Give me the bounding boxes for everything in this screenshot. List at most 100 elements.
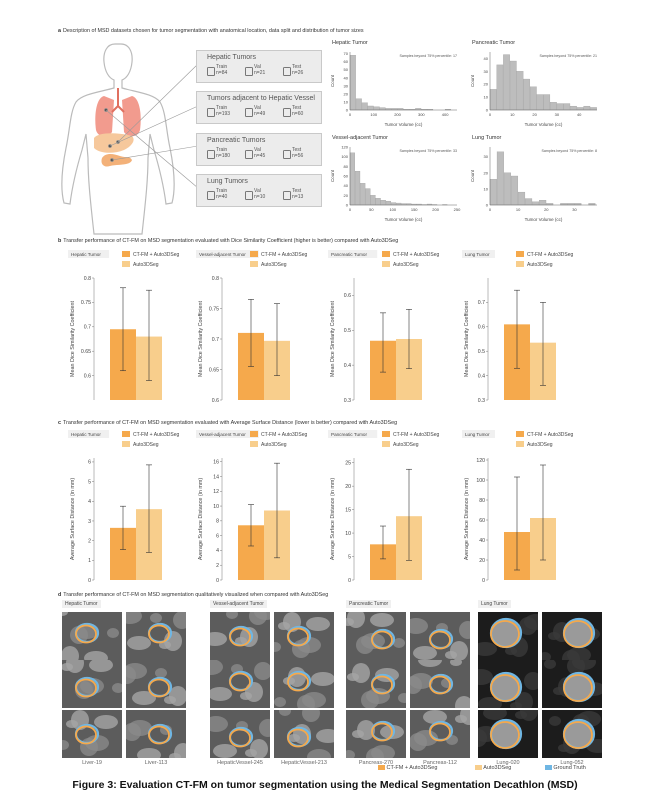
- y-tick-label: 0.75: [209, 306, 219, 312]
- panel-tag: Pancreatic Tumor: [331, 432, 367, 437]
- legend-gt-label: Ground Truth: [553, 765, 586, 771]
- ctfm-contour: [229, 672, 251, 692]
- ct-tissue: [254, 662, 270, 680]
- ct-tissue: [306, 617, 330, 631]
- section-b-title: b Transfer performance of CT-FM on MSD se…: [58, 238, 399, 244]
- y-tick-label: 12: [213, 489, 219, 495]
- ct-tissue: [366, 688, 390, 704]
- y-tick-label: 0: [216, 578, 219, 584]
- ct-tissue: [112, 683, 122, 693]
- ct-slice: [410, 612, 470, 660]
- ct-slice: [410, 660, 470, 708]
- legend-label: Auto3DSeg: [393, 442, 419, 448]
- dataset-box-1: Hepatic Tumors Train n=84 Val n=21 Test n=26: [196, 50, 322, 83]
- legend-auto3d-label: Auto3DSeg: [483, 765, 512, 771]
- ct-tissue: [483, 710, 507, 720]
- y-tick-label: 10: [213, 504, 219, 510]
- ctfm-contour: [287, 627, 309, 647]
- legend-label: CT-FM + Auto3DSeg: [527, 252, 573, 258]
- legend-swatch: [382, 251, 390, 257]
- ct-slice: [274, 710, 334, 758]
- y-tick-label: 100: [476, 478, 485, 484]
- ct-slice: [210, 710, 270, 758]
- histogram-bar: [370, 195, 376, 206]
- y-axis-label: Average Surface Distance (in mm): [198, 478, 204, 560]
- histogram-bar: [509, 60, 517, 111]
- ct-tissue: [94, 715, 118, 729]
- ctfm-contour: [371, 722, 393, 742]
- dice-chart-1: Hepatic Tumor CT-FM + Auto3DSeg Auto3DSeg 0…: [68, 250, 179, 400]
- y-tick-label: 0.4: [344, 363, 351, 369]
- histogram-bar: [523, 78, 530, 111]
- y-axis-label: Mean Dice Similarity Coefficient: [330, 301, 336, 377]
- panel-tag: Lung Tumor: [465, 252, 490, 257]
- split-count: n=84: [216, 70, 228, 76]
- ct-slice: [346, 710, 406, 758]
- y-tick-label: 5: [88, 479, 91, 485]
- database-icon: [283, 150, 291, 159]
- database-icon: [207, 191, 215, 200]
- ct-group-tag: Lung Tumor: [478, 600, 511, 608]
- x-tick-label: 10: [516, 207, 521, 212]
- ct-tissue: [274, 697, 286, 707]
- y-tick-label: 6: [88, 460, 91, 466]
- legend-swatch: [516, 441, 524, 447]
- y-tick-label: 5: [348, 554, 351, 560]
- y-tick-label: 0.7: [212, 337, 219, 343]
- y-tick-label: 0: [348, 578, 351, 584]
- y-tick-label: 10: [344, 99, 349, 104]
- y-tick-label: 40: [479, 538, 485, 544]
- y-tick-label: 10: [484, 95, 489, 100]
- legend-swatch: [250, 441, 258, 447]
- y-tick-label: 2: [216, 563, 219, 569]
- y-tick-label: 0: [346, 203, 349, 208]
- histogram-bar: [536, 94, 544, 111]
- asd-chart-4: Lung Tumor CT-FM + Auto3DSeg Auto3DSeg 0 20 4…: [462, 430, 573, 584]
- legend-swatch: [250, 251, 258, 257]
- segmentation-legend: CT-FM + Auto3DSeg Auto3DSeg Ground Truth: [378, 765, 586, 771]
- ct-tissue: [567, 647, 591, 660]
- ct-tissue: [410, 673, 433, 689]
- panel-tag-bg: [68, 250, 110, 258]
- tumor-region: [563, 673, 593, 701]
- ct-tissue: [352, 663, 370, 683]
- histogram-4: Lung Tumor Samples beyond 75% percentile:…: [470, 135, 597, 222]
- y-axis-label: Mean Dice Similarity Coefficient: [70, 301, 76, 377]
- y-tick-label: 0.5: [478, 349, 485, 355]
- ct-tissue: [307, 749, 331, 758]
- split-label: Test: [292, 64, 302, 70]
- y-tick-label: 60: [479, 518, 485, 524]
- legend-label: CT-FM + Auto3DSeg: [133, 432, 179, 438]
- histogram-annotation: Samples beyond 75% percentile: 17: [399, 54, 457, 58]
- y-axis-label: Count: [470, 74, 475, 87]
- x-tick-label: 50: [369, 207, 374, 212]
- y-tick-label: 0: [88, 578, 91, 584]
- y-tick-label: 30: [484, 69, 489, 74]
- dice-chart-2: Vessel-adjacent Tumor CT-FM + Auto3DSeg Au…: [196, 250, 307, 404]
- database-icon: [283, 191, 291, 200]
- split-count: n=180: [216, 153, 231, 159]
- histogram-bar: [516, 71, 524, 111]
- x-axis-label: Tumor Volume (cc): [525, 122, 563, 127]
- panel-tag: Vessel-adjacent Tumor: [199, 432, 246, 437]
- x-tick-label: 20: [544, 207, 549, 212]
- ct-tissue: [254, 612, 270, 620]
- histogram-title: Pancreatic Tumor: [472, 40, 515, 46]
- ct-slice: [210, 660, 270, 708]
- split-label: Test: [292, 105, 302, 111]
- ct-tissue: [455, 696, 470, 708]
- panel-tag-bg: [196, 250, 259, 258]
- case-label: Lung-020: [496, 760, 520, 766]
- y-tick-label: 0.4: [478, 373, 485, 379]
- legend-label: CT-FM + Auto3DSeg: [393, 432, 439, 438]
- ct-slice: [478, 660, 538, 708]
- histogram-annotation: Samples beyond 75% percentile: 33: [399, 149, 457, 153]
- y-tick-label: 10: [484, 186, 489, 191]
- ct-slice: [62, 660, 122, 708]
- y-tick-label: 2: [88, 538, 91, 544]
- ct-tissue: [66, 660, 84, 673]
- body-outline: [61, 43, 175, 235]
- histogram-bar: [365, 188, 371, 206]
- x-tick-label: 10: [510, 112, 515, 117]
- database-icon: [283, 108, 291, 117]
